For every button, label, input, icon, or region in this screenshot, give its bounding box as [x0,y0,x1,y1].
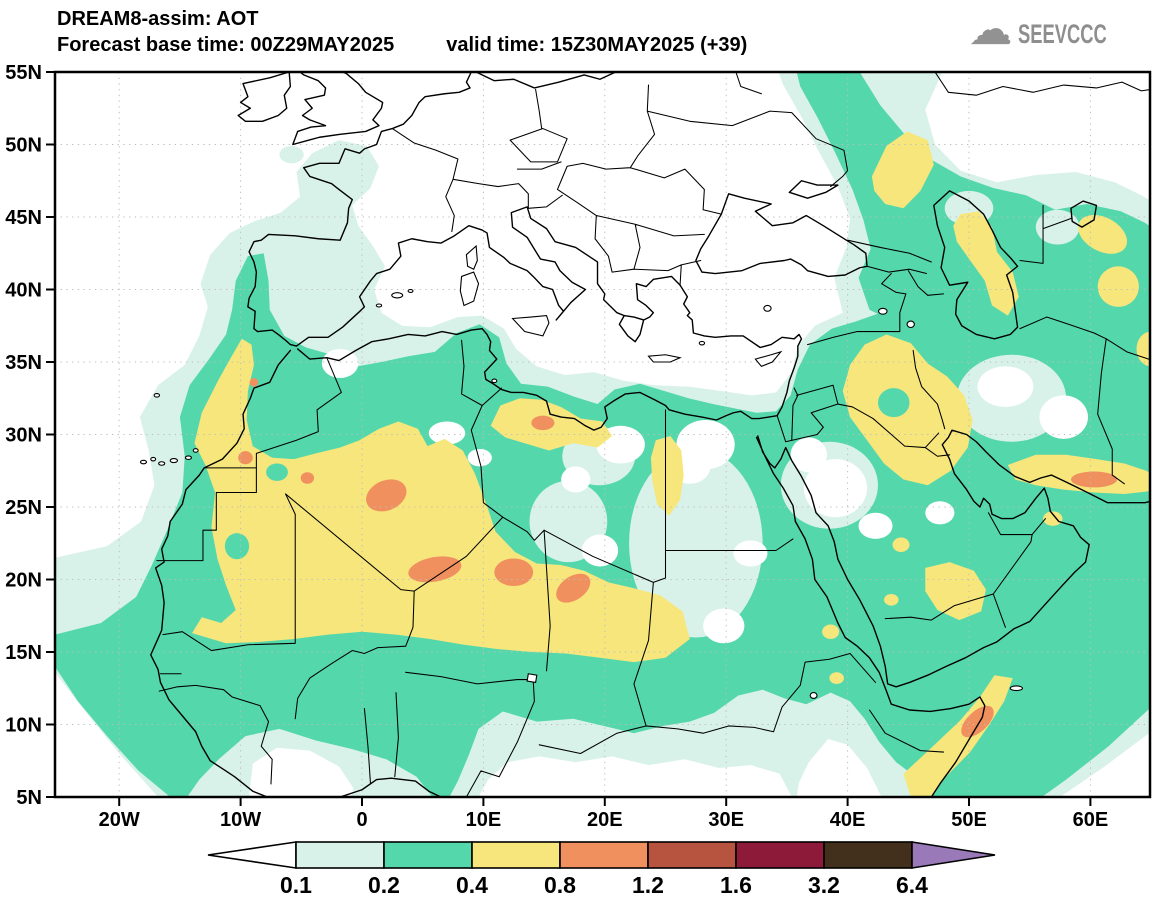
lon-tick-label: 50E [951,809,987,831]
colorbar-band [648,842,736,868]
colorbar-arrow-above [912,842,995,868]
longitude-labels: 20W 10W 0 10E 20E 30E 40E 50E 60E [99,809,1109,831]
latitude-labels: 55N 50N 45N 40N 35N 30N 25N 20N 15N 10N 5N [5,62,42,809]
forecast-map-page: DREAM8-assim: AOTForecast base time: 00Z… [0,0,1165,905]
colorbar-tick-label: 0.8 [544,872,576,898]
colorbar-tick-label: 1.2 [632,872,664,898]
lat-tick-label: 20N [5,570,42,592]
lon-tick-label: 10E [466,809,502,831]
colorbar-tick-label: 0.4 [456,872,488,898]
colorbar-arrow-below [208,842,296,868]
aot-colorbar: 0.1 0.2 0.4 0.8 1.2 1.6 3.2 6.4 [208,842,995,898]
colorbar-band [736,842,824,868]
lat-tick-label: 30N [5,425,42,447]
aot-map-canvas: 20W 10W 0 10E 20E 30E 40E 50E 60E 55N 50N 45N 40N 35… [0,0,1165,905]
colorbar-band [560,842,648,868]
lon-tick-label: 20W [99,809,140,831]
colorbar-band [384,842,472,868]
lat-tick-label: 45N [5,207,42,229]
colorbar-tick-label: 6.4 [896,872,928,898]
colorbar-band [824,842,912,868]
colorbar-tick-label: 1.6 [720,872,752,898]
lat-tick-label: 55N [5,62,42,84]
colorbar-band [472,842,560,868]
colorbar-band [296,842,384,868]
lat-tick-label: 25N [5,497,42,519]
lat-tick-label: 50N [5,135,42,157]
lon-tick-label: 30E [708,809,744,831]
colorbar-tick-label: 0.2 [368,872,400,898]
colorbar-tick-label: 3.2 [808,872,840,898]
lon-tick-label: 20E [587,809,623,831]
lat-tick-label: 5N [16,787,42,809]
lat-tick-label: 40N [5,280,42,302]
lon-tick-label: 40E [830,809,866,831]
colorbar-tick-label: 0.1 [280,872,312,898]
lon-tick-label: 10W [220,809,261,831]
lat-tick-label: 10N [5,715,42,737]
lat-tick-label: 15N [5,642,42,664]
lon-tick-label: 60E [1073,809,1109,831]
lon-tick-label: 0 [356,809,367,831]
lat-tick-label: 35N [5,352,42,374]
